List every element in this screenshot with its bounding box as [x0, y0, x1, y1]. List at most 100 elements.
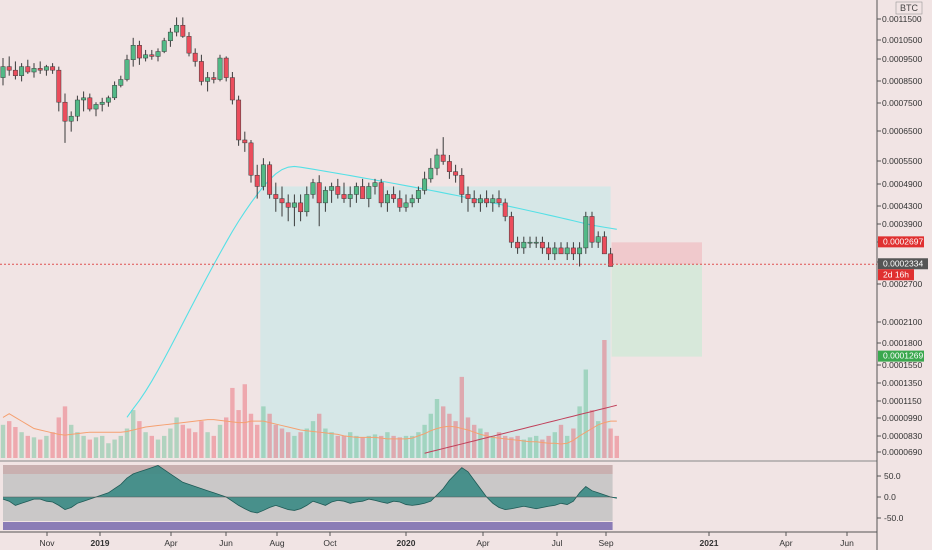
candle	[93, 102, 99, 117]
candle	[558, 242, 564, 255]
candle	[484, 190, 490, 208]
candle	[56, 66, 62, 112]
volume-bar	[174, 417, 179, 458]
stop-zone[interactable]	[611, 242, 702, 265]
volume-bar	[230, 387, 235, 458]
candle-body	[87, 97, 93, 110]
time-axis[interactable]: Nov 2019 Apr Jun Aug Oct 2020 Apr Jul Sep 2021 Apr J…	[39, 532, 854, 548]
candle	[546, 242, 552, 261]
candle	[459, 168, 465, 203]
candle	[372, 178, 378, 195]
candle-body	[254, 174, 260, 187]
price-tick-label: 0.0001350	[882, 378, 922, 388]
volume-bar	[571, 428, 576, 458]
candle-body	[99, 101, 105, 105]
volume-bar	[155, 439, 161, 458]
volume-bar	[93, 437, 99, 458]
candle	[366, 182, 372, 208]
volume-bar	[162, 435, 167, 458]
price-tick-label: 0.0010500	[882, 35, 922, 45]
candle-body	[6, 66, 12, 71]
candle-body	[248, 142, 254, 176]
osc-tick-label: -50.0	[884, 513, 904, 523]
volume-bar	[515, 435, 520, 458]
volume-bar	[565, 435, 570, 458]
volume-bar	[459, 376, 464, 458]
candle-body	[502, 202, 508, 217]
candle-body	[477, 198, 483, 204]
volume-bar	[527, 437, 533, 458]
candle-body	[198, 61, 204, 82]
volume-bar	[552, 432, 557, 458]
candle-body	[93, 104, 99, 110]
volume-bar	[279, 428, 285, 458]
candle-body	[130, 45, 136, 60]
price-tick-label: 0.0001150	[882, 396, 922, 406]
target-zone[interactable]	[611, 264, 702, 357]
candle	[335, 178, 341, 199]
candle	[180, 17, 186, 38]
volume-bar	[7, 421, 12, 458]
candle	[0, 58, 6, 86]
accumulation-range-box	[260, 186, 611, 458]
candle-body	[81, 97, 87, 101]
candle	[341, 182, 347, 203]
candle-body	[279, 198, 285, 204]
volume-bar	[372, 434, 378, 458]
volume-bar	[558, 424, 564, 458]
volume-bar	[534, 435, 539, 458]
ma-long-line	[126, 165, 617, 418]
price-tick-label: 0.0001800	[882, 338, 922, 348]
volume-bar	[286, 432, 291, 458]
volume-bar	[13, 427, 18, 458]
candle-body	[229, 77, 235, 101]
candle-body	[335, 186, 341, 195]
risk-reward-zones[interactable]	[611, 242, 702, 357]
candle-body	[180, 24, 186, 37]
volume-bar	[118, 435, 123, 458]
candle-body	[490, 198, 496, 204]
candle-body	[322, 190, 328, 204]
price-tick-label: 0.0007500	[882, 98, 922, 108]
candle-body	[391, 194, 397, 199]
volume-bar	[205, 432, 210, 458]
candle-body	[434, 154, 440, 169]
volume-bar	[496, 432, 502, 458]
long-moving-average	[126, 165, 617, 418]
currency-label: BTC	[900, 3, 919, 13]
volume-bar	[124, 428, 130, 458]
current-price-badge-label: 0.0002334	[883, 258, 923, 268]
volume-bar	[211, 435, 216, 458]
candle-body	[310, 182, 316, 195]
volume-bar	[583, 369, 588, 458]
candle-body	[496, 198, 502, 204]
candle	[37, 61, 43, 74]
volume-bar	[354, 435, 359, 458]
candle-body	[533, 241, 539, 244]
candle	[43, 64, 49, 76]
candle-body	[384, 194, 390, 204]
time-tick-label: Aug	[269, 538, 284, 548]
price-tick-label: 0.0004300	[882, 201, 922, 211]
price-tick-label: 0.0002100	[882, 317, 922, 327]
price-axis[interactable]: 0.0011500 0.0010500 0.0009500 0.0008500 0.00…	[877, 14, 922, 457]
volume-bar	[614, 435, 619, 458]
candle	[211, 71, 217, 84]
candle-body	[546, 247, 552, 255]
candle	[440, 137, 446, 165]
candle-body	[422, 178, 428, 191]
volume-bar	[540, 439, 545, 458]
candle	[521, 236, 527, 254]
candle-body	[50, 66, 56, 71]
candle-body	[211, 77, 217, 80]
candle	[415, 186, 421, 203]
candle	[552, 242, 558, 261]
volume-bar	[478, 428, 483, 458]
candle-body	[174, 24, 180, 33]
candle	[236, 95, 242, 146]
target-badge-label: 0.0001269	[883, 351, 923, 361]
candle-body	[329, 186, 335, 191]
time-tick-label: 2020	[397, 538, 416, 548]
candle	[130, 37, 136, 67]
